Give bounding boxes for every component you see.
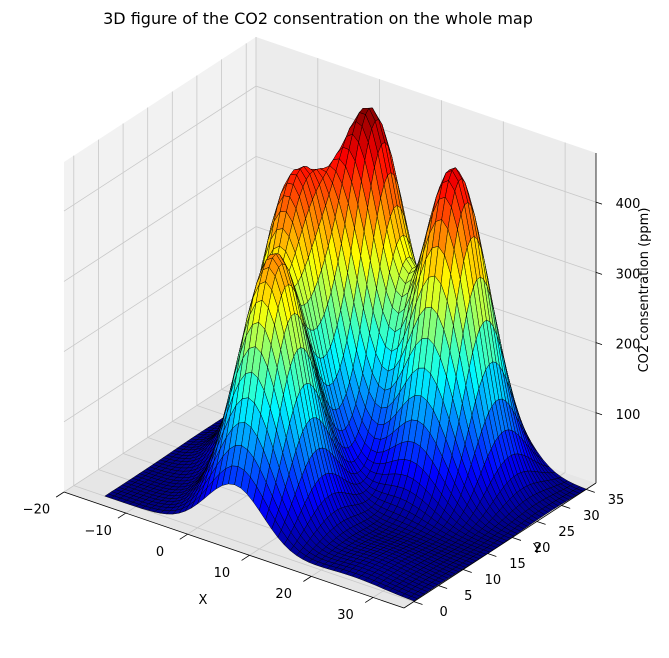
- y-tick-label: 30: [583, 509, 600, 524]
- x-tick-mark: [55, 491, 65, 498]
- x-tick-mark: [179, 533, 188, 540]
- x-axis-line: [63, 491, 405, 609]
- y-tick-mark: [561, 505, 571, 509]
- x-tick-label: −10: [84, 524, 111, 539]
- z-tick-label: 200: [616, 338, 641, 353]
- x-tick-label: −20: [23, 503, 50, 518]
- y-tick-label: 5: [464, 589, 472, 604]
- z-gridline: [63, 85, 597, 212]
- y-tick-label: 15: [509, 557, 526, 572]
- y-tick-mark: [536, 521, 546, 525]
- y-tick-mark: [586, 489, 595, 493]
- x-tick-label: 10: [214, 566, 231, 581]
- x-tick-mark: [303, 576, 312, 582]
- x-tick-label: 20: [275, 587, 292, 602]
- y-tick-mark: [462, 569, 472, 573]
- surface-facet: [407, 596, 418, 602]
- z-tick-mark: [595, 271, 603, 275]
- y-tick-mark: [487, 553, 497, 557]
- z-tick-label: 300: [616, 267, 641, 282]
- x-tick-mark: [241, 554, 250, 561]
- x-axis-label: X: [199, 593, 208, 608]
- y-tick-label: 10: [485, 573, 502, 588]
- y-tick-label: 25: [558, 525, 575, 540]
- y-axis-label: Y: [532, 542, 541, 557]
- x-tick-label: 0: [156, 545, 164, 560]
- y-tick-label: 0: [440, 605, 448, 620]
- surface-mesh: [104, 107, 587, 602]
- z-tick-label: 100: [616, 408, 641, 423]
- y-tick-mark: [413, 601, 423, 605]
- x-tick-mark: [364, 597, 374, 603]
- x-tick-mark: [117, 512, 127, 519]
- y-tick-mark: [438, 585, 448, 589]
- z-tick-label: 400: [616, 197, 641, 212]
- chart-title: 3D figure of the CO2 consentration on th…: [103, 9, 533, 28]
- y-gridline: [73, 155, 414, 602]
- y-tick-label: 20: [534, 541, 551, 556]
- z-gridline: [63, 155, 597, 282]
- y-tick-label: 35: [608, 493, 625, 508]
- y-tick-mark: [512, 537, 522, 541]
- x-tick-label: 30: [337, 608, 354, 623]
- z-tick-mark: [595, 412, 603, 416]
- z-axis-label: CO2 consentration (ppm): [637, 208, 652, 373]
- z-tick-mark: [595, 201, 603, 205]
- left-pane: [64, 37, 256, 492]
- z-tick-mark: [595, 342, 603, 345]
- axis-lines: [55, 153, 603, 609]
